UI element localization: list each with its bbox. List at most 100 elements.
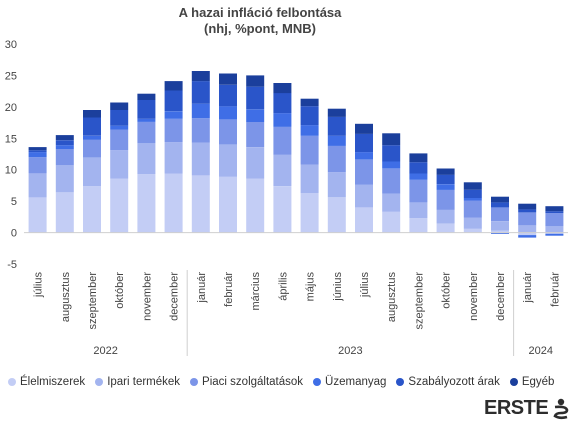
bar-segment — [273, 154, 292, 186]
y-tick-label: 5 — [11, 196, 17, 208]
legend-swatch — [396, 378, 405, 386]
bar-segment — [191, 81, 210, 104]
bar-segment — [110, 129, 129, 151]
bar-segment — [83, 186, 101, 233]
bar-segment — [110, 178, 129, 233]
bar-segment — [55, 135, 74, 141]
bar-segment — [28, 152, 47, 158]
bar-segment — [219, 73, 237, 85]
legend-swatch — [95, 378, 104, 386]
bar-segment — [327, 116, 346, 136]
y-tick-label: 20 — [5, 102, 17, 114]
bar-segment — [191, 103, 210, 119]
bar-segment — [164, 173, 183, 233]
bar-segment — [219, 106, 237, 120]
x-tick-label: augusztus — [60, 272, 72, 323]
bar-segment — [164, 111, 183, 119]
y-tick-label: 30 — [5, 39, 17, 51]
x-axis: július augusztus szeptember október november… — [24, 232, 568, 357]
bar-segment — [246, 121, 265, 147]
chart-title: A hazai infláció felbontása — [179, 5, 343, 20]
legend-item: Élelmiszerek — [8, 376, 85, 388]
bar-segment — [55, 192, 74, 233]
bar-segment — [110, 150, 129, 179]
bar-segment — [409, 179, 428, 203]
bar-segment — [246, 75, 265, 87]
y-axis: -5 0 5 10 15 20 25 30 — [5, 39, 17, 271]
bar-segment — [273, 186, 292, 233]
legend-item: Üzemanyag — [313, 376, 386, 388]
bar-segment — [191, 142, 210, 176]
x-tick-label: január — [196, 272, 208, 304]
bar-segment — [491, 232, 509, 234]
bar-segment — [382, 168, 401, 194]
bar-segment — [110, 125, 129, 130]
x-tick-label: július — [359, 272, 371, 299]
x-tick-label: november — [468, 272, 480, 321]
bar-segment — [83, 139, 101, 158]
bar-segment — [191, 118, 210, 143]
bar-segment — [164, 90, 183, 112]
bar-segment — [436, 223, 455, 233]
bar-segment — [219, 119, 237, 145]
y-tick-label: 15 — [5, 133, 17, 145]
bar-segment — [491, 207, 509, 222]
y-tick-label: 25 — [5, 70, 17, 82]
bar-segment — [327, 135, 346, 146]
x-tick-label: szeptember — [413, 272, 425, 330]
x-tick-label: január — [522, 272, 534, 304]
bar-segment — [382, 161, 401, 169]
bar-segment — [327, 172, 346, 198]
legend-swatch — [190, 378, 199, 386]
bar-segment — [463, 189, 482, 198]
bar-segment — [300, 193, 319, 233]
chart-subtitle: (nhj, %pont, MNB) — [204, 21, 316, 36]
bar-segment — [273, 113, 292, 127]
bar-segment — [545, 211, 564, 214]
legend-label: Egyéb — [521, 376, 555, 388]
bar-segment — [83, 157, 101, 187]
bar-segment — [164, 142, 183, 174]
bar-segment — [518, 225, 537, 233]
bar-segment — [409, 202, 428, 219]
bar-segment — [219, 84, 237, 107]
x-tick-label: április — [277, 272, 289, 301]
bars-group — [28, 71, 564, 238]
bar-segment — [300, 164, 319, 193]
bar-segment — [110, 110, 129, 126]
bar-segment — [55, 145, 74, 149]
bar-segment — [409, 218, 428, 233]
bar-segment — [273, 83, 292, 94]
bar-segment — [55, 149, 74, 166]
bar-segment — [355, 152, 373, 160]
x-tick-label: február — [549, 272, 561, 307]
bar-segment — [300, 106, 319, 126]
x-tick-label: július — [33, 272, 45, 299]
bar-segment — [246, 109, 265, 122]
legend-swatch — [509, 378, 518, 386]
logo-text: ERSTE — [484, 397, 549, 419]
legend: Élelmiszerek Ipari termékek Piaci szolgált… — [8, 376, 568, 388]
x-tick-label: november — [141, 272, 153, 321]
bar-segment — [491, 221, 509, 231]
bar-segment — [518, 232, 537, 236]
bar-segment — [327, 145, 346, 173]
bar-segment — [246, 178, 265, 233]
bar-segment — [300, 125, 319, 136]
bar-segment — [382, 145, 401, 162]
erste-logo: ERSTE — [484, 397, 570, 420]
year-label: 2024 — [529, 345, 553, 357]
bar-segment — [83, 110, 101, 118]
bar-segment — [55, 165, 74, 193]
bar-segment — [28, 157, 47, 174]
bar-segment — [382, 211, 401, 233]
bar-segment — [300, 98, 319, 107]
x-tick-label: október — [114, 272, 126, 309]
bar-segment — [327, 197, 346, 233]
bar-segment — [273, 93, 292, 114]
legend-label: Élelmiszerek — [20, 376, 86, 388]
bar-segment — [491, 202, 509, 208]
bar-segment — [355, 207, 373, 233]
bar-segment — [409, 173, 428, 180]
x-tick-label: március — [250, 272, 262, 311]
